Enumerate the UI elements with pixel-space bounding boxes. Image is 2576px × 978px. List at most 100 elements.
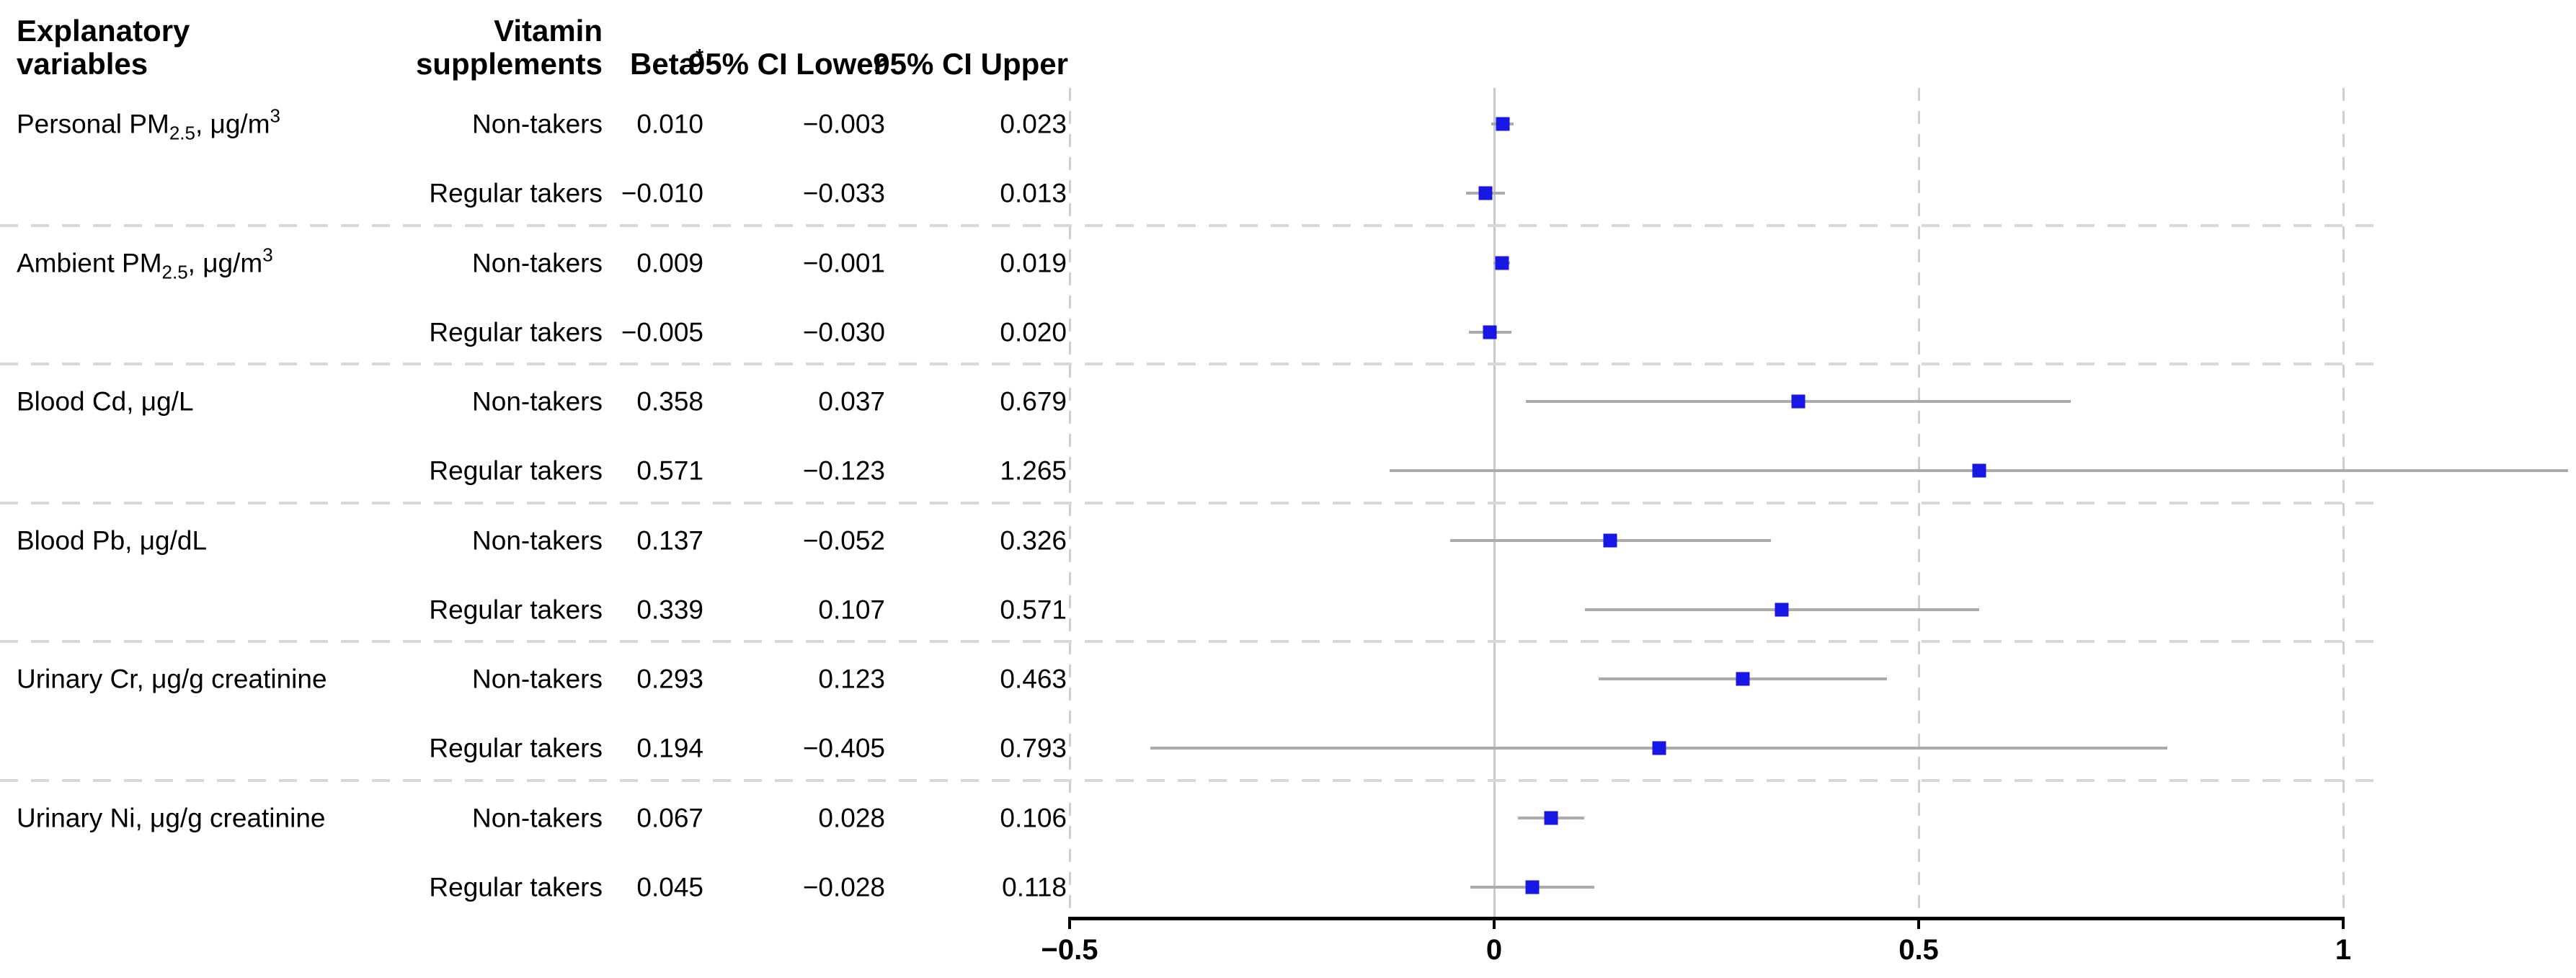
beta-label: Beta	[630, 47, 696, 81]
group-label: Regular takers	[429, 733, 603, 763]
ci-lower-value: −0.030	[802, 317, 885, 347]
ci-upper-value: 0.106	[1000, 803, 1067, 833]
beta-value: −0.005	[621, 317, 703, 347]
header-line: variables	[17, 47, 148, 81]
ci-lower-value: 0.107	[818, 595, 885, 625]
beta-value: 0.010	[636, 109, 703, 139]
group-label: Non-takers	[472, 386, 603, 417]
ci-lower-value: −0.028	[802, 872, 885, 902]
ci-upper-value: 1.265	[1000, 455, 1067, 486]
ci-lower-value: −0.123	[802, 455, 885, 486]
forest-marker	[1775, 603, 1789, 617]
beta-value: 0.194	[636, 733, 703, 763]
ci-upper-value: 0.013	[1000, 178, 1067, 208]
x-axis-tick-label: 0.5	[1898, 934, 1939, 966]
variable-label-mid: , μg/m	[195, 109, 270, 139]
ci-upper-value: 0.463	[1000, 664, 1067, 694]
ci-upper-value: 0.793	[1000, 733, 1067, 763]
beta-value: 0.571	[636, 455, 703, 486]
ci-upper-value: 0.571	[1000, 595, 1067, 625]
beta-value: −0.010	[621, 178, 703, 208]
beta-value: 0.009	[636, 248, 703, 278]
forest-marker	[1603, 533, 1617, 548]
beta-value: 0.067	[636, 803, 703, 833]
variable-label-sub: 2.5	[169, 122, 195, 144]
variable-label: Blood Pb, μg/dL	[17, 527, 207, 554]
ci-upper-value: 0.020	[1000, 317, 1067, 347]
ci-lower-value: 0.028	[818, 803, 885, 833]
x-axis-tick-label: −0.5	[1041, 934, 1098, 966]
forest-marker	[1483, 325, 1497, 339]
group-label: Regular takers	[429, 178, 603, 208]
forest-marker	[1496, 117, 1510, 131]
x-axis-tick	[2342, 918, 2345, 929]
forest-marker	[1495, 256, 1509, 270]
group-separator	[0, 640, 2379, 644]
ci-upper-value: 0.023	[1000, 109, 1067, 139]
forest-marker	[1791, 394, 1806, 409]
group-label: Non-takers	[472, 525, 603, 556]
group-separator	[0, 501, 2379, 504]
group-separator	[0, 223, 2379, 227]
x-axis-tick-label: 0	[1485, 934, 1503, 966]
col-header-ci-upper: 95% CI Upper	[873, 47, 1068, 81]
ci-lower-value: −0.033	[802, 178, 885, 208]
ci-upper-value: 0.019	[1000, 248, 1067, 278]
group-label: Regular takers	[429, 317, 603, 347]
variable-label: Urinary Ni, μg/g creatinine	[17, 805, 325, 832]
variable-label: Ambient PM2.5, μg/m3	[17, 245, 273, 281]
forest-marker	[1525, 880, 1540, 894]
forest-marker	[1972, 463, 1986, 478]
group-label: Regular takers	[429, 595, 603, 625]
ci-upper-value: 0.679	[1000, 386, 1067, 417]
col-header-ci-lower: 95% CI Lower	[688, 47, 885, 81]
col-header-vitamin-supplements: Vitamin supplements	[416, 14, 603, 81]
header-line: Explanatory	[17, 14, 190, 48]
ci-lower-value: −0.003	[802, 109, 885, 139]
beta-value: 0.293	[636, 664, 703, 694]
forest-marker	[1478, 186, 1493, 200]
ci-lower-value: 0.037	[818, 386, 885, 417]
header-line: supplements	[415, 47, 603, 81]
x-axis-tick	[1068, 918, 1071, 929]
ci-lower-value: −0.052	[802, 525, 885, 556]
ci-upper-value: 0.326	[1000, 525, 1067, 556]
group-label: Non-takers	[472, 664, 603, 694]
beta-footnote-asterisk: *	[696, 45, 703, 67]
col-header-explanatory-variables: Explanatory variables	[17, 14, 190, 81]
variable-label: Urinary Cr, μg/g creatinine	[17, 666, 327, 693]
forest-marker	[1652, 741, 1666, 755]
ci-upper-value: 0.118	[1002, 872, 1067, 902]
variable-label-pre: Blood Pb, μg/dL	[17, 525, 208, 556]
header-line: Vitamin	[494, 14, 603, 48]
beta-value: 0.339	[636, 595, 703, 625]
x-axis-tick-label: 1	[2335, 934, 2352, 966]
ci-lower-value: −0.001	[802, 248, 885, 278]
variable-label: Blood Cd, μg/L	[17, 388, 194, 415]
forest-marker	[1544, 811, 1558, 825]
beta-value: 0.137	[636, 525, 703, 556]
group-label: Regular takers	[429, 872, 603, 902]
group-separator	[0, 779, 2379, 782]
group-label: Non-takers	[472, 803, 603, 833]
variable-label: Personal PM2.5, μg/m3	[17, 107, 280, 143]
variable-label-pre: Urinary Ni, μg/g creatinine	[17, 803, 326, 833]
ci-lower-value: −0.405	[802, 733, 885, 763]
variable-label-sup: 3	[270, 105, 280, 127]
x-axis-tick	[1493, 918, 1496, 929]
variable-label-pre: Ambient PM	[17, 248, 162, 278]
group-label: Regular takers	[429, 455, 603, 486]
variable-label-sup: 3	[262, 244, 273, 266]
forest-marker	[1736, 672, 1750, 686]
beta-value: 0.045	[636, 872, 703, 902]
variable-label-mid: , μg/m	[187, 248, 263, 278]
variable-label-sub: 2.5	[161, 261, 188, 283]
variable-label-pre: Personal PM	[17, 109, 169, 139]
beta-value: 0.358	[636, 386, 703, 417]
group-separator	[0, 363, 2379, 366]
group-label: Non-takers	[472, 248, 603, 278]
x-axis-line	[1068, 917, 2345, 920]
x-axis-tick	[1917, 918, 1920, 929]
group-label: Non-takers	[472, 109, 603, 139]
